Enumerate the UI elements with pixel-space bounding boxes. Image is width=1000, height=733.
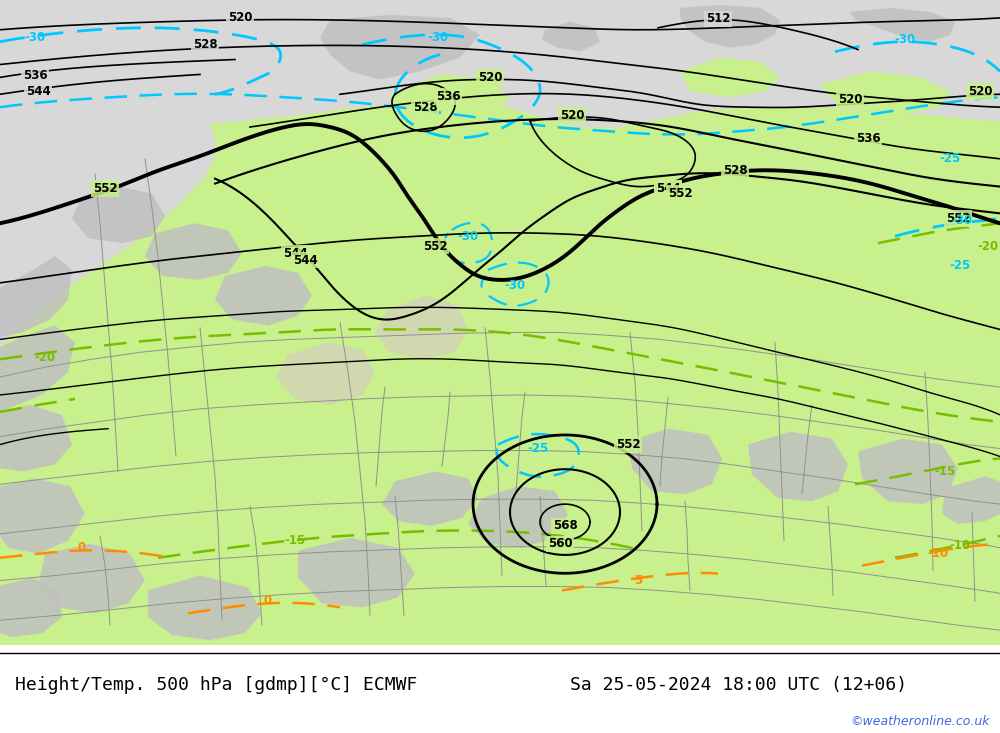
Text: -30: -30 <box>504 279 526 292</box>
Polygon shape <box>942 476 1000 524</box>
Text: -20: -20 <box>977 240 999 253</box>
Polygon shape <box>748 432 848 501</box>
Text: 536: 536 <box>856 133 880 145</box>
Polygon shape <box>468 486 568 548</box>
Polygon shape <box>0 405 72 471</box>
Text: 552: 552 <box>423 240 447 253</box>
Polygon shape <box>542 22 600 51</box>
Text: 552: 552 <box>93 182 117 195</box>
Polygon shape <box>320 15 480 79</box>
Bar <box>0 0 1000 22</box>
Text: 552: 552 <box>668 187 692 200</box>
Text: ©weatheronline.co.uk: ©weatheronline.co.uk <box>850 715 990 728</box>
Polygon shape <box>72 187 165 243</box>
Text: -15: -15 <box>284 534 306 548</box>
Text: -30: -30 <box>457 229 479 243</box>
Text: 560: 560 <box>548 537 572 550</box>
Text: 544: 544 <box>656 182 680 195</box>
Text: 528: 528 <box>723 164 747 177</box>
Text: -20: -20 <box>34 351 56 364</box>
Polygon shape <box>0 578 62 637</box>
Polygon shape <box>298 538 415 608</box>
Text: Height/Temp. 500 hPa [gdmp][°C] ECMWF: Height/Temp. 500 hPa [gdmp][°C] ECMWF <box>15 676 417 694</box>
Polygon shape <box>850 8 955 42</box>
Text: 536: 536 <box>23 69 47 82</box>
Text: -30: -30 <box>951 214 973 226</box>
Polygon shape <box>0 256 72 337</box>
Text: 536: 536 <box>436 89 460 103</box>
Text: -30: -30 <box>894 33 916 46</box>
Text: 520: 520 <box>560 108 584 122</box>
Text: 520: 520 <box>838 93 862 106</box>
Polygon shape <box>375 295 468 359</box>
Text: -25: -25 <box>949 259 971 273</box>
Text: -25: -25 <box>527 442 549 455</box>
Polygon shape <box>382 471 478 526</box>
Text: 0: 0 <box>264 594 272 607</box>
Text: 528: 528 <box>193 38 217 51</box>
Text: Sa 25-05-2024 18:00 UTC (12+06): Sa 25-05-2024 18:00 UTC (12+06) <box>570 676 907 694</box>
Polygon shape <box>215 266 312 325</box>
Text: 0: 0 <box>78 541 86 554</box>
Text: 512: 512 <box>706 12 730 26</box>
Polygon shape <box>390 75 510 117</box>
Polygon shape <box>680 5 780 48</box>
Text: 544: 544 <box>26 85 50 97</box>
Text: 520: 520 <box>968 85 992 97</box>
Text: 520: 520 <box>228 12 252 24</box>
Text: 544: 544 <box>283 246 307 259</box>
Polygon shape <box>628 429 722 494</box>
Polygon shape <box>148 575 262 640</box>
Text: 528: 528 <box>413 100 437 114</box>
Polygon shape <box>680 58 780 97</box>
Text: 520: 520 <box>478 71 502 84</box>
Text: 5: 5 <box>634 574 642 587</box>
Polygon shape <box>145 224 242 280</box>
Polygon shape <box>820 71 950 114</box>
Text: -10: -10 <box>949 539 971 552</box>
Polygon shape <box>0 479 85 553</box>
Polygon shape <box>275 342 375 405</box>
Polygon shape <box>0 101 1000 645</box>
Text: 552: 552 <box>946 212 970 225</box>
Text: -15: -15 <box>934 465 956 478</box>
Text: -25: -25 <box>939 152 961 165</box>
Text: -30: -30 <box>24 32 46 44</box>
Polygon shape <box>0 325 75 412</box>
Text: 544: 544 <box>656 182 680 195</box>
Text: 552: 552 <box>616 438 640 451</box>
Polygon shape <box>858 438 958 504</box>
Text: 544: 544 <box>293 254 317 267</box>
Text: -10: -10 <box>927 548 949 560</box>
Polygon shape <box>38 544 145 614</box>
Text: -30: -30 <box>427 32 449 44</box>
Text: 568: 568 <box>553 520 577 532</box>
